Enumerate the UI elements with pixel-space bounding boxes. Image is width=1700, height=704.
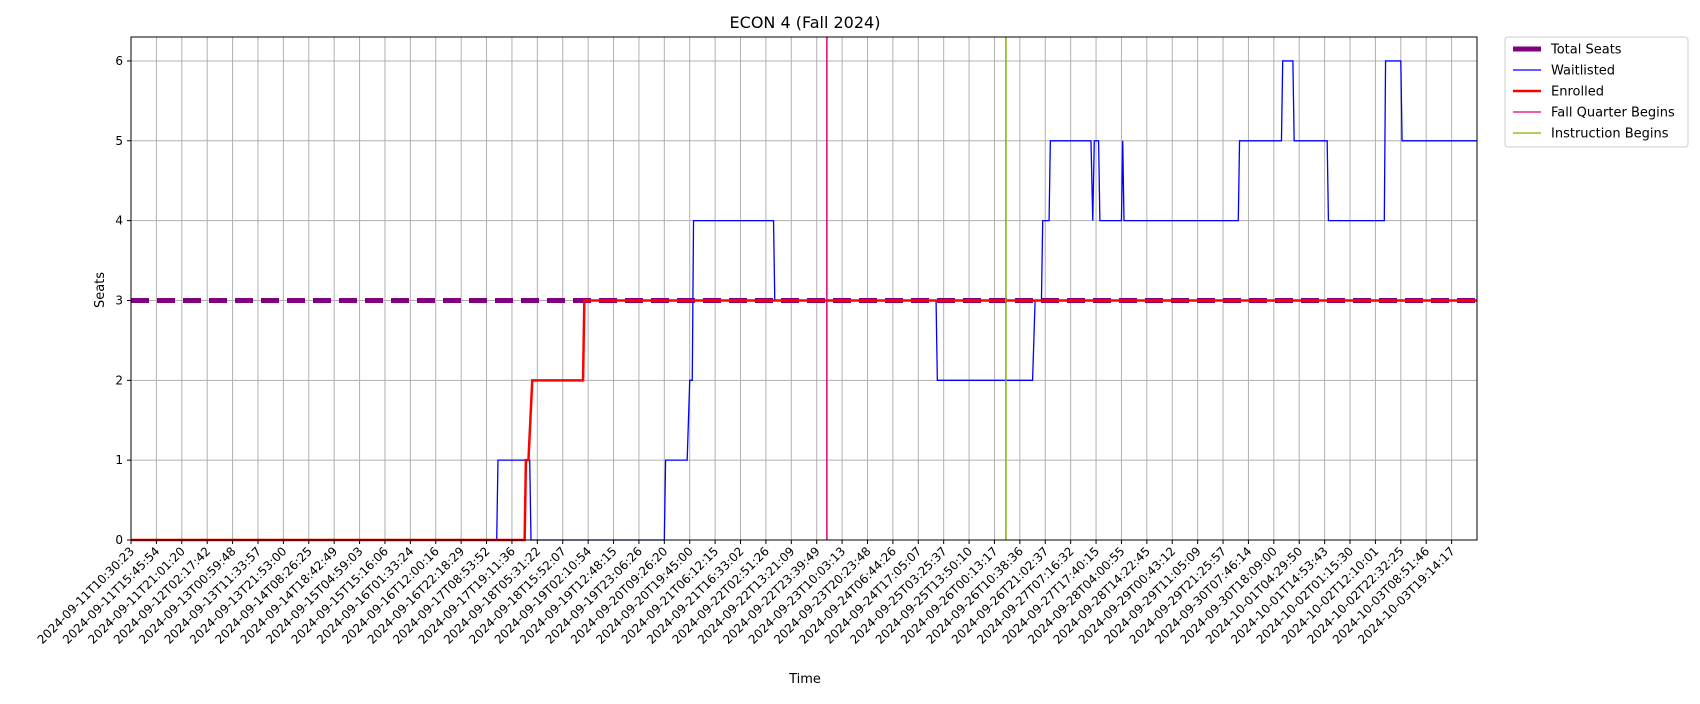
y-tick-label: 1 xyxy=(115,453,123,467)
y-tick-label: 3 xyxy=(115,293,123,307)
chart-title: ECON 4 (Fall 2024) xyxy=(730,13,881,32)
legend-label-enrolled: Enrolled xyxy=(1551,85,1604,100)
y-tick-label: 6 xyxy=(115,54,123,68)
x-ticks: 2024-09-11T10:30:232024-09-11T15:45:5420… xyxy=(35,540,1458,647)
plot-frame xyxy=(130,36,1478,541)
waitlisted-line xyxy=(131,60,1477,541)
legend-label-total-seats: Total Seats xyxy=(1550,43,1622,58)
x-axis-label: Time xyxy=(788,672,821,687)
legend: Total Seats Waitlisted Enrolled Fall Quarte… xyxy=(1504,36,1689,148)
grid-layer xyxy=(130,37,1477,541)
legend-label-fall-quarter-begins: Fall Quarter Begins xyxy=(1551,106,1675,121)
y-tick-label: 0 xyxy=(115,533,123,547)
axes-layer xyxy=(130,36,1478,541)
legend-label-waitlisted: Waitlisted xyxy=(1551,64,1615,79)
series-layer xyxy=(131,37,1477,542)
legend-label-instruction-begins: Instruction Begins xyxy=(1551,127,1669,142)
y-tick-label: 4 xyxy=(115,214,123,228)
legend-box xyxy=(1504,36,1689,148)
enrolled-line xyxy=(131,299,1477,542)
y-tick-label: 5 xyxy=(115,134,123,148)
y-ticks: 0 1 2 3 4 5 6 xyxy=(115,54,131,547)
y-axis-label: Seats xyxy=(93,272,108,308)
y-tick-label: 2 xyxy=(115,373,123,387)
